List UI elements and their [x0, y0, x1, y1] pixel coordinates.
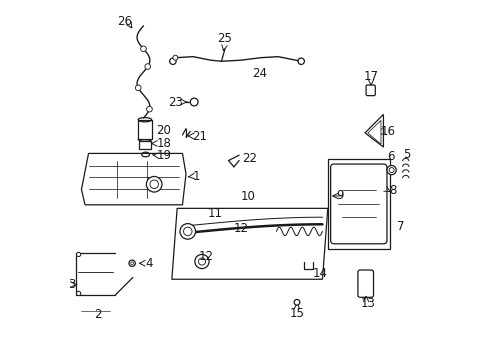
Text: 17: 17 [363, 69, 378, 82]
FancyBboxPatch shape [366, 85, 374, 96]
Text: 16: 16 [380, 125, 395, 138]
Circle shape [76, 252, 81, 257]
Text: 4: 4 [145, 257, 152, 270]
Polygon shape [81, 153, 185, 205]
Circle shape [135, 85, 141, 91]
Polygon shape [171, 208, 327, 279]
Text: 10: 10 [240, 190, 255, 203]
Circle shape [130, 262, 133, 265]
Text: 12: 12 [233, 222, 248, 235]
Text: 2: 2 [94, 308, 101, 321]
Text: 13: 13 [360, 297, 374, 310]
Text: 5: 5 [402, 148, 410, 161]
Text: 19: 19 [156, 149, 171, 162]
Text: 3: 3 [68, 278, 76, 291]
Text: 14: 14 [312, 267, 327, 280]
Circle shape [195, 255, 209, 269]
Text: 25: 25 [217, 32, 232, 45]
Circle shape [76, 291, 81, 296]
Circle shape [150, 180, 158, 189]
Text: 15: 15 [289, 307, 304, 320]
Bar [327, 159, 389, 249]
Circle shape [129, 260, 135, 266]
Circle shape [169, 58, 176, 64]
Text: 6: 6 [386, 150, 393, 163]
Circle shape [173, 55, 178, 60]
Text: 23: 23 [168, 95, 183, 108]
Text: 24: 24 [251, 67, 266, 80]
Circle shape [388, 168, 393, 172]
Circle shape [146, 106, 152, 112]
Bar [139, 141, 150, 149]
Circle shape [146, 176, 162, 192]
Polygon shape [364, 114, 383, 147]
Polygon shape [367, 121, 380, 144]
Text: 22: 22 [241, 152, 256, 165]
Circle shape [198, 258, 205, 265]
Text: 7: 7 [396, 220, 404, 233]
Circle shape [297, 58, 304, 64]
Circle shape [190, 98, 198, 106]
Bar [138, 120, 151, 139]
Circle shape [183, 227, 192, 236]
Circle shape [386, 166, 395, 175]
Circle shape [180, 224, 195, 239]
Circle shape [144, 64, 150, 69]
Text: 21: 21 [192, 130, 206, 143]
FancyBboxPatch shape [357, 270, 373, 297]
Text: 11: 11 [207, 207, 223, 220]
Text: 18: 18 [156, 137, 171, 150]
Text: 20: 20 [156, 124, 171, 137]
Text: 8: 8 [388, 184, 396, 197]
Circle shape [141, 46, 146, 52]
Text: 26: 26 [117, 15, 132, 28]
Text: 1: 1 [193, 170, 200, 183]
Text: 12: 12 [199, 250, 214, 263]
FancyBboxPatch shape [330, 164, 386, 244]
Circle shape [293, 300, 299, 305]
Text: 9: 9 [336, 189, 343, 202]
